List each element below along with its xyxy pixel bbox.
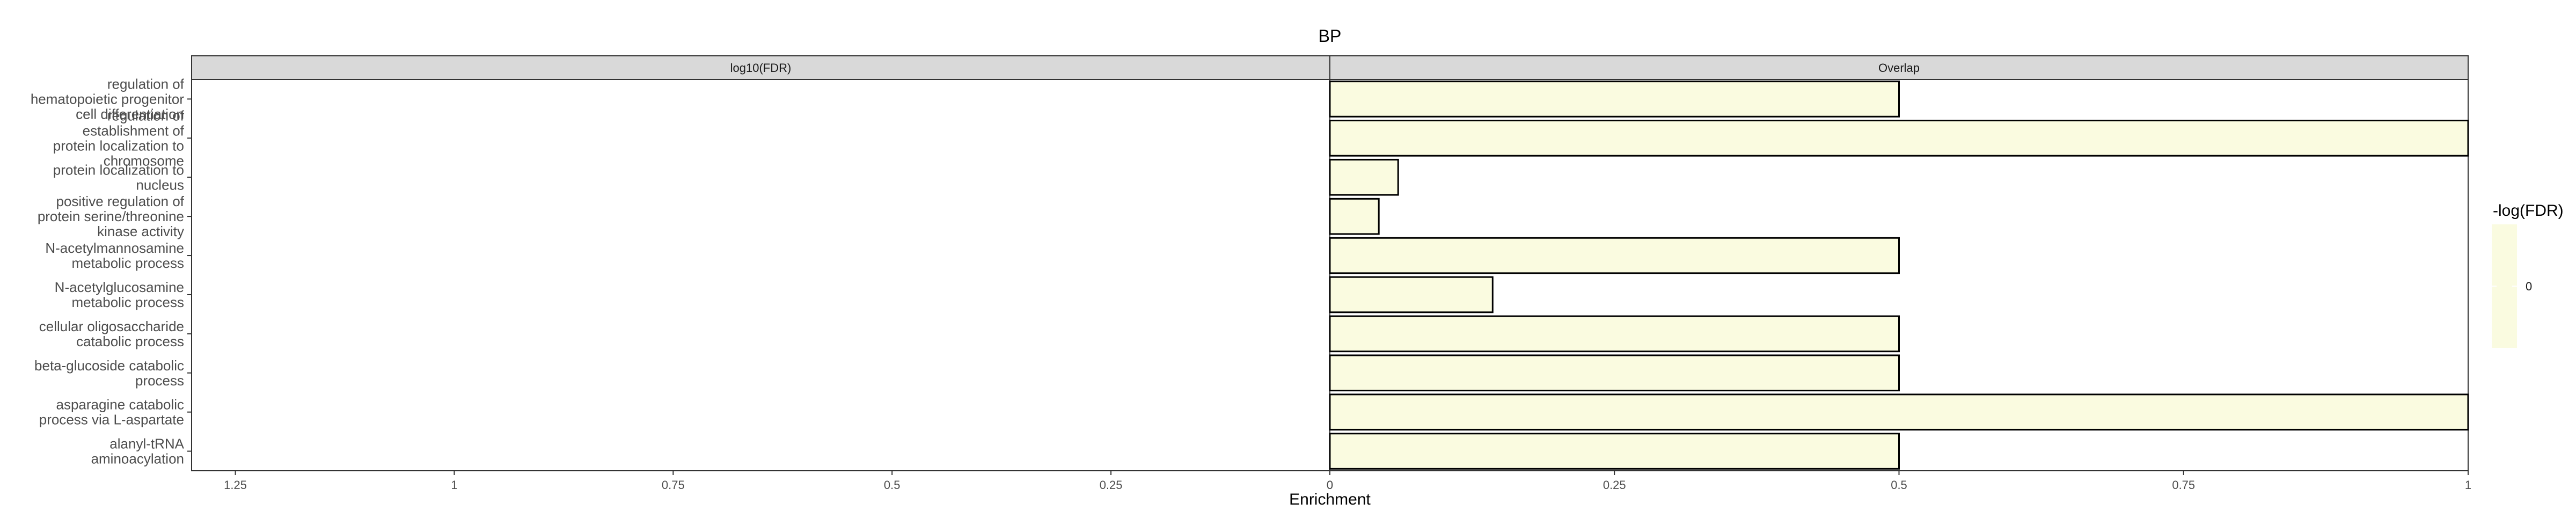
- category-label: metabolic process: [71, 294, 184, 310]
- x-tick-label: 1: [451, 478, 457, 492]
- bar: [1329, 315, 1900, 353]
- legend-title: -log(FDR): [2493, 202, 2564, 220]
- category-label: N-acetylglucosamine: [55, 279, 184, 295]
- bar: [1329, 120, 2469, 157]
- x-tick-label: 0.25: [1603, 478, 1626, 492]
- panel-strip: [1329, 55, 2469, 80]
- category-label: positive regulation of: [56, 193, 185, 209]
- legend-tick-label: 0: [2526, 280, 2532, 293]
- x-tick-label: 0.5: [884, 478, 901, 492]
- category-label: kinase activity: [97, 223, 184, 239]
- panel-border: [191, 79, 1330, 471]
- panel-strip: [191, 55, 1330, 80]
- bar: [1329, 198, 1380, 235]
- category-label: cellular oligosaccharide: [39, 318, 184, 334]
- x-tick-label: 1: [2465, 478, 2471, 492]
- x-tick-label: 0.25: [1100, 478, 1123, 492]
- category-label: protein localization to: [53, 162, 184, 178]
- category-label: process via L-aspartate: [39, 412, 184, 428]
- category-label: cell differentiation: [76, 106, 184, 122]
- category-label: aminoacylation: [91, 451, 184, 467]
- category-label: establishment of: [83, 122, 185, 138]
- category-label: catabolic process: [76, 333, 184, 349]
- category-label: N-acetylmannosamine: [45, 240, 184, 256]
- bar: [1329, 237, 1900, 274]
- bar: [1329, 81, 1900, 118]
- x-tick-label: 0: [1327, 478, 1333, 492]
- bar: [1329, 354, 1900, 392]
- x-axis-title: Enrichment: [1289, 491, 1371, 508]
- bar: [1329, 276, 1494, 313]
- panel-strip-label: Overlap: [1878, 61, 1920, 75]
- x-tick-label: 0.5: [1891, 478, 1907, 492]
- category-label: regulation of: [107, 107, 185, 123]
- category-label: regulation of: [107, 76, 185, 92]
- panel-strip-label: log10(FDR): [730, 61, 792, 75]
- chart-title: BP: [1319, 26, 1342, 46]
- category-label: nucleus: [136, 177, 184, 193]
- category-label: chromosome: [104, 152, 184, 169]
- x-tick-label: 0.75: [2172, 478, 2195, 492]
- x-tick-label: 0.75: [662, 478, 685, 492]
- category-label: metabolic process: [71, 255, 184, 271]
- category-label: alanyl-tRNA: [109, 436, 184, 452]
- category-label: hematopoietic progenitor: [31, 91, 185, 107]
- category-label: protein serine/threonine: [38, 208, 184, 224]
- category-label: process: [135, 373, 184, 389]
- bar: [1329, 158, 1399, 196]
- category-label: beta-glucoside catabolic: [34, 358, 184, 374]
- category-label: protein localization to: [53, 137, 184, 154]
- category-label: asparagine catabolic: [56, 397, 185, 413]
- bar: [1329, 433, 1900, 470]
- bar: [1329, 393, 2469, 431]
- x-tick-label: 1.25: [224, 478, 247, 492]
- x-tick-label: 0: [1327, 478, 1333, 492]
